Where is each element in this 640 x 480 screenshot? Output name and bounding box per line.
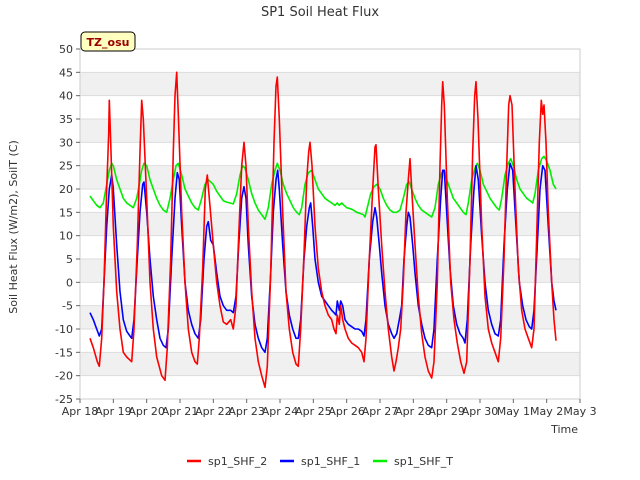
y-tick-label: 50 <box>59 43 73 56</box>
x-tick-label: Apr 28 <box>395 405 432 418</box>
y-tick-label: 45 <box>59 66 73 79</box>
x-tick-label: Apr 26 <box>328 405 365 418</box>
series-line-sp1_SHF_2 <box>89 71 557 389</box>
x-tick-label: May 2 <box>530 405 563 418</box>
y-axis-ticks: -25 -20 -15 -10 -5 0 5 10 15 20 25 30 35 40 45 50 <box>55 43 80 406</box>
legend-label-sp1_SHF_2: sp1_SHF_2 <box>208 455 267 468</box>
series-lines <box>89 71 557 389</box>
plot-frame <box>79 48 581 400</box>
legend-label-sp1_SHF_1: sp1_SHF_1 <box>301 455 360 468</box>
tz-badge: TZ_osu <box>80 31 136 52</box>
y-tick-label: -20 <box>55 370 73 383</box>
x-tick-label: Apr 20 <box>128 405 165 418</box>
x-tick-label: Apr 23 <box>228 405 265 418</box>
x-tick-label: Apr 24 <box>262 405 299 418</box>
y-tick-label: 5 <box>66 253 73 266</box>
x-tick-label: May 1 <box>497 405 530 418</box>
x-tick-label: Apr 27 <box>362 405 399 418</box>
y-tick-label: 40 <box>59 90 73 103</box>
y-tick-label: 30 <box>59 136 73 149</box>
y-tick-label: 20 <box>59 183 73 196</box>
y-tick-label: -15 <box>55 346 73 359</box>
y-tick-label: 25 <box>59 160 73 173</box>
grid-band <box>80 352 580 376</box>
y-tick-label: -25 <box>55 393 73 406</box>
y-tick-label: -10 <box>55 323 73 336</box>
grid-band <box>80 119 580 143</box>
tz-badge-label: TZ_osu <box>87 36 130 49</box>
x-tick-label: Apr 22 <box>195 405 232 418</box>
tz-badge-box <box>80 31 136 52</box>
chart-title: SP1 Soil Heat Flux <box>261 5 379 20</box>
y-tick-label: -5 <box>62 300 73 313</box>
x-tick-label: Apr 25 <box>295 405 332 418</box>
x-tick-label: Apr 21 <box>162 405 199 418</box>
y-axis-label: Soil Heat Flux (W/m2), SoilT (C) <box>7 140 20 313</box>
y-tick-label: 15 <box>59 206 73 219</box>
plot-background <box>79 48 581 400</box>
y-tick-label: 10 <box>59 230 73 243</box>
x-tick-label: Apr 30 <box>462 405 499 418</box>
legend: sp1_SHF_2 sp1_SHF_1 sp1_SHF_T <box>187 455 453 468</box>
y-tick-label: 35 <box>59 113 73 126</box>
y-tick-label: 0 <box>66 276 73 289</box>
x-tick-label: Apr 19 <box>95 405 132 418</box>
x-tick-label: Apr 29 <box>428 405 465 418</box>
legend-label-sp1_SHF_T: sp1_SHF_T <box>394 455 453 468</box>
x-axis-label: Time <box>550 423 578 436</box>
x-tick-label: Apr 18 <box>62 405 99 418</box>
x-tick-label: May 3 <box>563 405 596 418</box>
grid-band <box>80 72 580 96</box>
grid-band <box>80 259 580 283</box>
